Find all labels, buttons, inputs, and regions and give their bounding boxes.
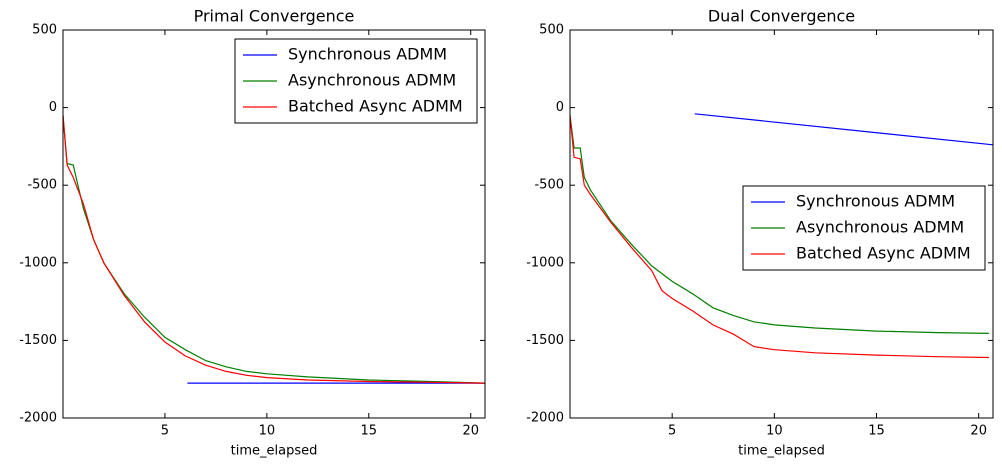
y-tick-label: 500: [539, 23, 564, 38]
y-tick-label: -2000: [526, 411, 564, 426]
legend-label: Batched Async ADMM: [796, 244, 971, 263]
y-tick-label: -1000: [19, 255, 57, 270]
y-tick-label: -2000: [19, 411, 57, 426]
y-tick-label: -500: [27, 178, 57, 193]
legend-label: Asynchronous ADMM: [796, 218, 964, 237]
series-line: [694, 113, 994, 146]
x-tick-label: 15: [361, 424, 378, 439]
chart-title: Dual Convergence: [708, 7, 855, 26]
y-tick-label: 0: [49, 100, 57, 115]
series-line: [569, 115, 989, 359]
legend-label: Asynchronous ADMM: [288, 71, 456, 90]
series-line: [62, 115, 486, 384]
x-tick-label: 20: [970, 424, 987, 439]
plot-frame: [62, 29, 486, 419]
x-axis-label: time_elapsed: [231, 444, 318, 459]
legend-label: Batched Async ADMM: [288, 97, 463, 116]
y-tick-label: -1500: [526, 333, 564, 348]
x-tick-label: 10: [766, 424, 783, 439]
series-line: [62, 115, 486, 384]
x-axis-label: time_elapsed: [738, 444, 825, 459]
y-tick-label: -1000: [526, 255, 564, 270]
y-tick-label: -500: [534, 178, 564, 193]
chart-title: Primal Convergence: [194, 7, 355, 26]
y-tick-label: 500: [32, 23, 57, 38]
legend-label: Synchronous ADMM: [288, 45, 447, 64]
x-tick-label: 15: [868, 424, 885, 439]
series-line: [569, 115, 989, 334]
legend-label: Synchronous ADMM: [796, 192, 955, 211]
y-tick-label: -1500: [19, 333, 57, 348]
x-tick-label: 5: [668, 424, 676, 439]
y-tick-label: 0: [556, 100, 564, 115]
x-tick-label: 20: [462, 424, 479, 439]
plot-frame: [569, 29, 994, 419]
x-tick-label: 5: [161, 424, 169, 439]
x-tick-label: 10: [259, 424, 276, 439]
